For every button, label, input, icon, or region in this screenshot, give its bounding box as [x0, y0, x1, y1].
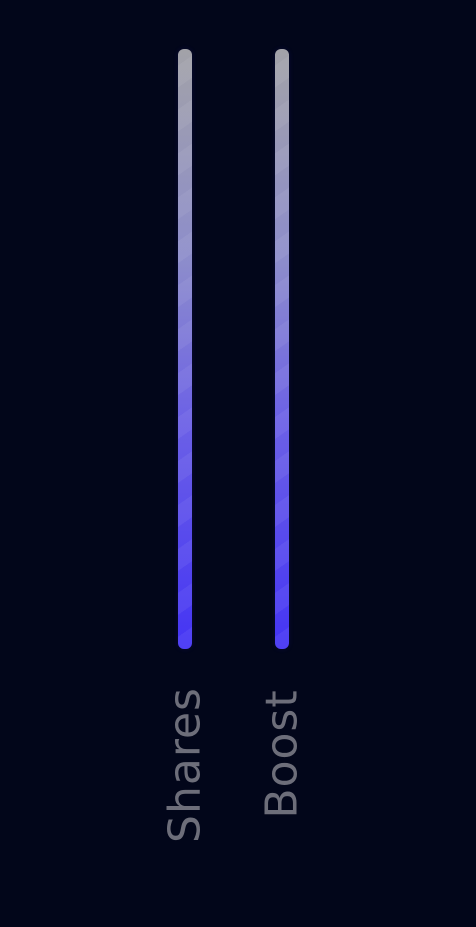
boost-bar: [275, 49, 289, 649]
shares-label: Shares: [159, 687, 211, 843]
boost-label: Boost: [256, 689, 308, 819]
shares-bar: [178, 49, 192, 649]
